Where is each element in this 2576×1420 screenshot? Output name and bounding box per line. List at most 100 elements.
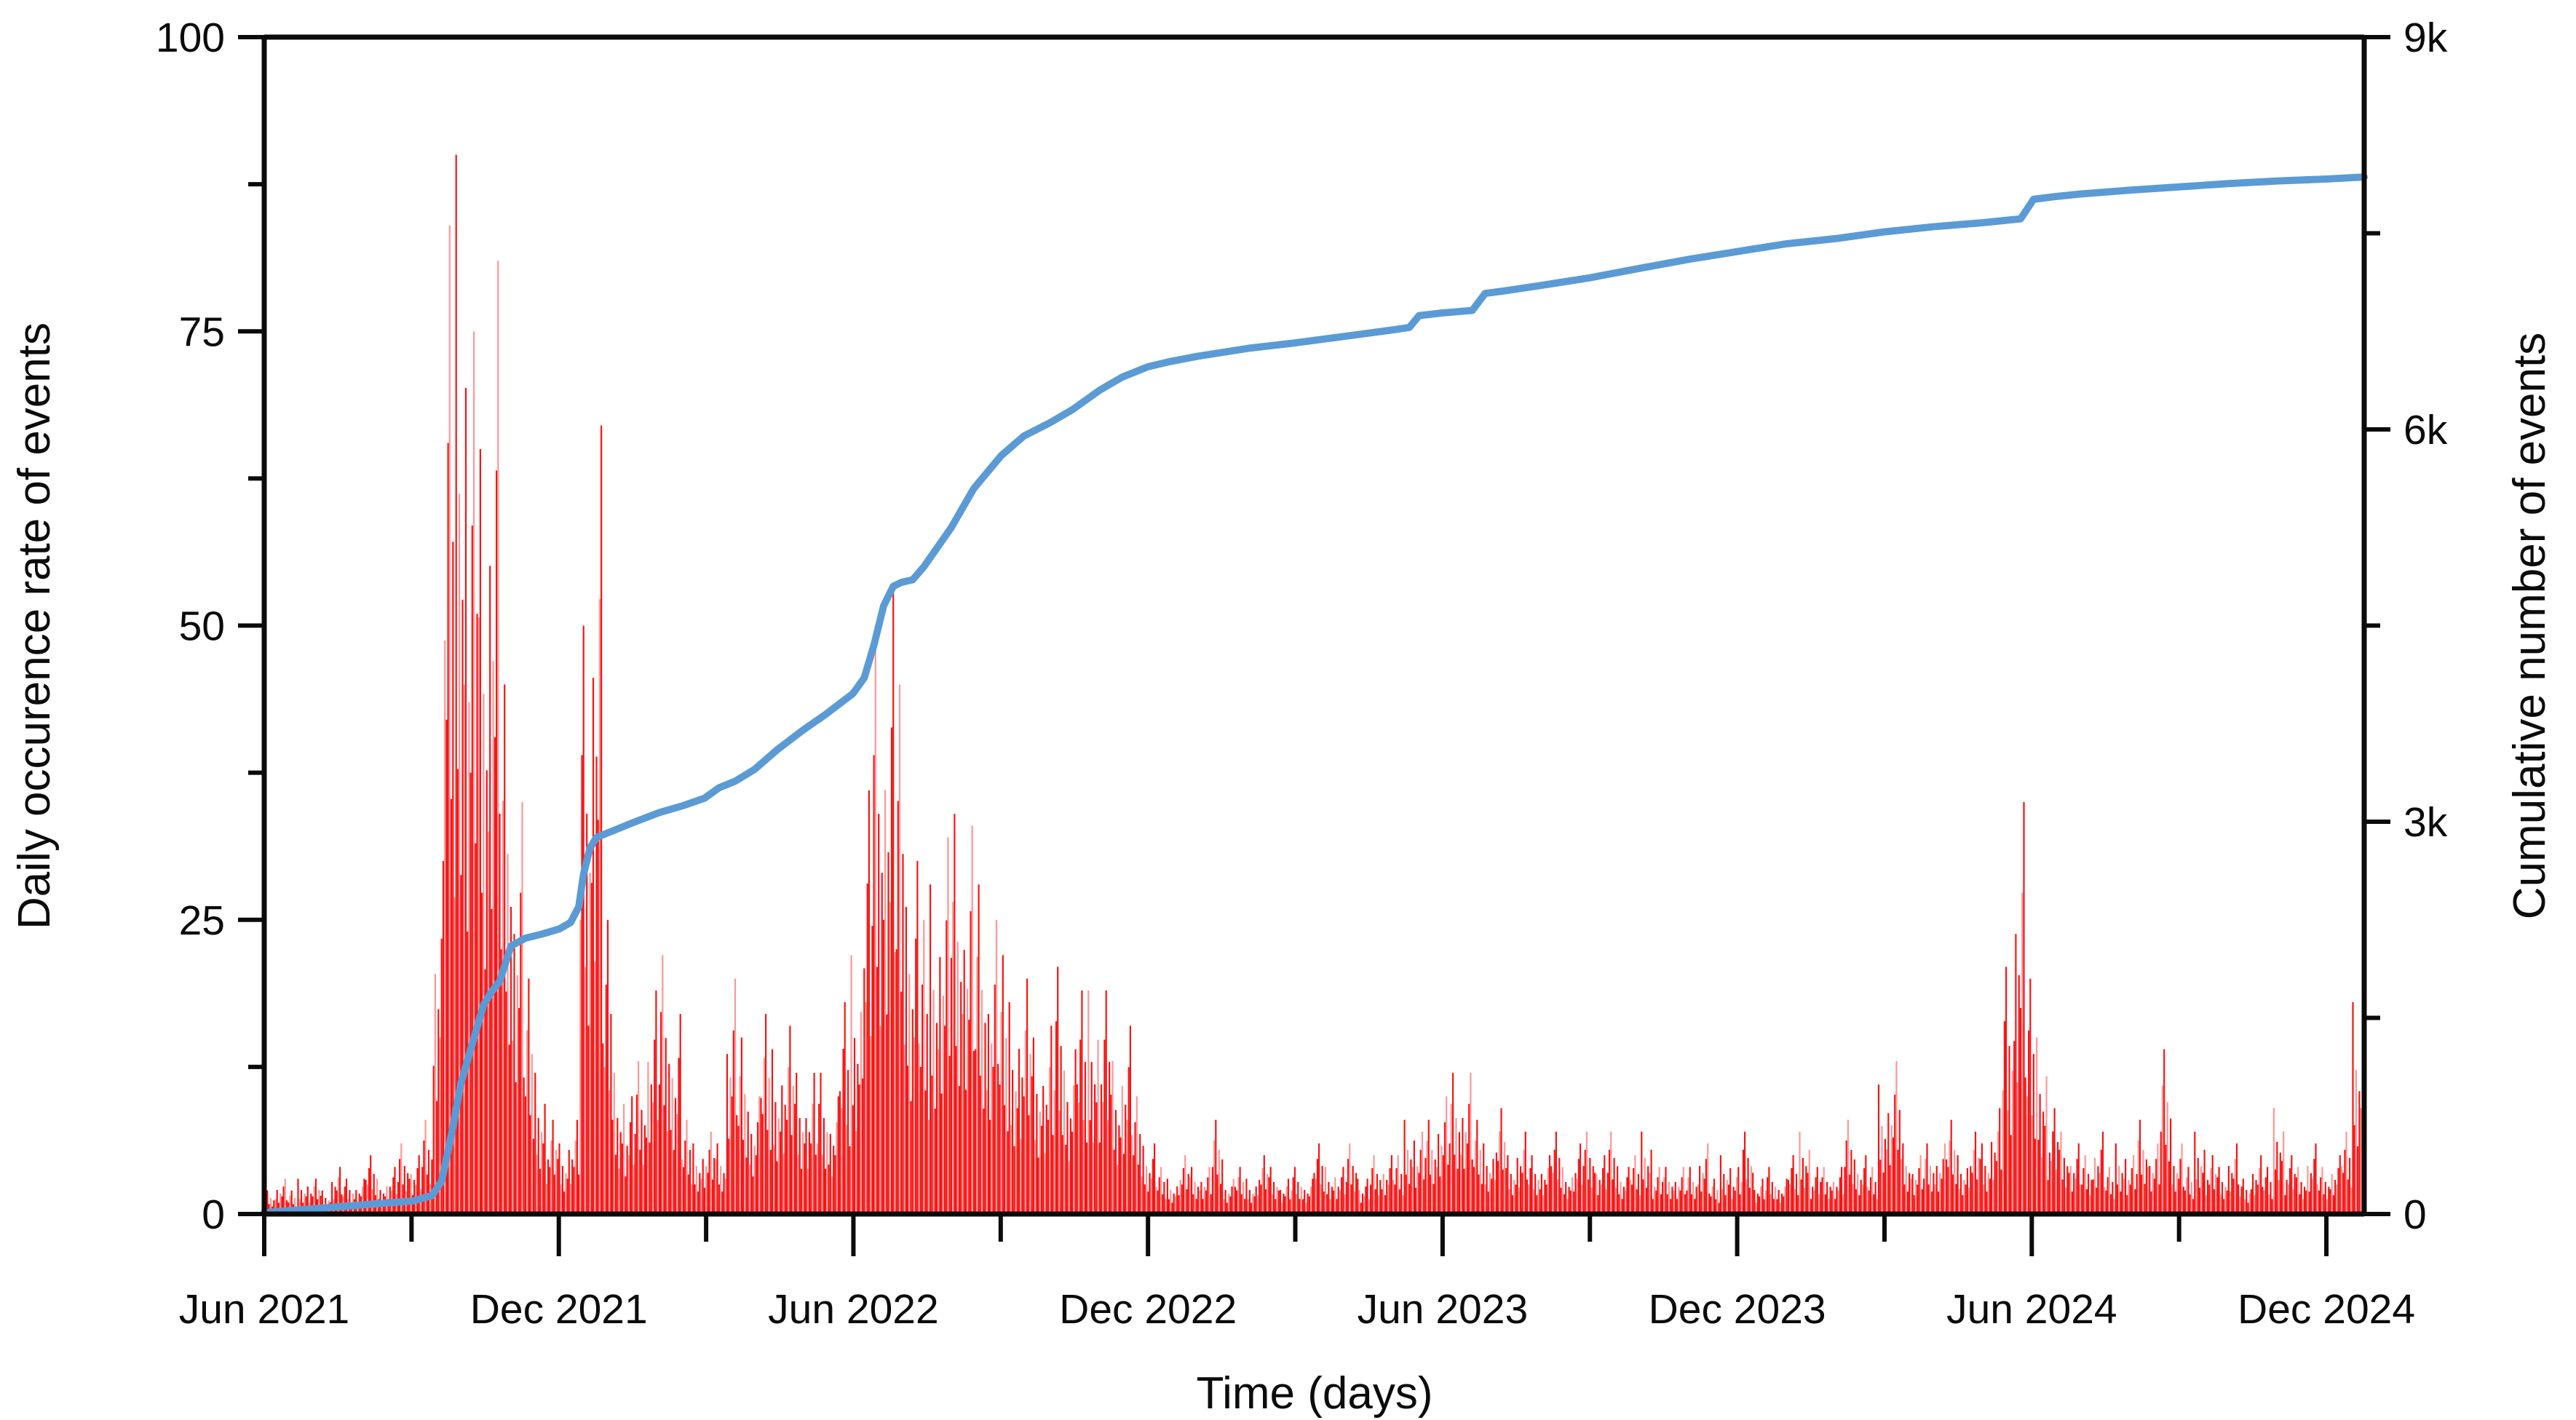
daily-rate-bar [1973,1149,1975,1214]
daily-rate-bar [1400,1174,1403,1214]
daily-rate-bar [1020,1138,1022,1214]
daily-rate-bar [913,1037,916,1214]
daily-rate-bar [810,1143,812,1214]
daily-rate-bar [2210,1167,2212,1214]
daily-rate-bar [1939,1173,1941,1214]
daily-rate-bar [1992,1180,1994,1214]
daily-rate-bar [782,1154,785,1214]
daily-rate-bar [681,1159,683,1214]
daily-rate-bar [603,1066,606,1214]
daily-rate-bar [499,813,501,1214]
daily-rate-bar [2050,1161,2053,1214]
daily-rate-bar [1674,1182,1676,1214]
daily-rate-bar [1289,1199,1291,1214]
daily-rate-bar [1002,955,1004,1214]
daily-rate-bar [416,1167,419,1214]
daily-rate-bar [1621,1199,1623,1214]
daily-rate-bar [1962,1195,1964,1214]
daily-rate-bar [1468,1103,1470,1214]
daily-rate-bar [368,1167,370,1214]
daily-rate-bar [1037,1157,1039,1214]
daily-rate-bar [1636,1189,1638,1214]
daily-rate-bar [2336,1184,2338,1214]
daily-rate-bar [686,1119,688,1214]
daily-rate-bar [1492,1159,1494,1214]
daily-rate-bar [855,1131,857,1214]
daily-rate-bar [1966,1167,1968,1214]
daily-rate-bar [1147,1191,1149,1214]
daily-rate-bar [1247,1199,1249,1214]
daily-rate-bar [1353,1191,1355,1214]
daily-rate-bar [1118,1125,1120,1214]
daily-rate-bar [711,1179,714,1214]
daily-rate-bar [584,967,586,1214]
daily-rate-bar [1291,1190,1293,1214]
daily-rate-bar [437,1009,440,1214]
daily-rate-bar [1263,1155,1265,1214]
daily-rate-bar [2323,1194,2325,1214]
daily-rate-bar [895,949,897,1214]
daily-rate-bar [2294,1174,2296,1214]
daily-rate-bar [1144,1184,1146,1214]
daily-rate-bar [647,1062,649,1214]
daily-rate-bar [1818,1194,1820,1214]
daily-rate-bar [808,1132,810,1214]
daily-rate-bar [2305,1190,2307,1214]
daily-rate-bar [958,1086,961,1214]
daily-rate-bar [631,1096,633,1214]
daily-rate-bar [1284,1196,1286,1214]
daily-rate-bar [1434,1159,1436,1214]
daily-rate-bar [280,1193,282,1214]
daily-rate-bar [408,1178,411,1214]
y-right-tick-label: 0 [2403,1191,2427,1238]
daily-rate-bar [2260,1155,2262,1214]
daily-rate-bar [1764,1190,1767,1214]
daily-rate-bar [1647,1166,1649,1214]
daily-rate-bar [800,1168,802,1214]
daily-rate-bar [2053,1108,2056,1214]
daily-rate-bar [2093,1158,2096,1214]
daily-rate-bar [1877,1084,1880,1214]
daily-rate-bar [853,1038,856,1214]
daily-rate-bar [1301,1199,1304,1214]
daily-rate-bar [1341,1177,1343,1214]
daily-rate-bar [2105,1190,2107,1214]
daily-rate-bar [1727,1184,1730,1214]
daily-rate-bar [453,897,456,1214]
daily-rate-bar [573,1167,575,1214]
daily-rate-bar [1941,1178,1943,1214]
daily-rate-bar [1119,1137,1122,1214]
daily-rate-bar [1111,1060,1114,1214]
daily-rate-bar [1031,1076,1033,1214]
daily-rate-bar [411,1195,413,1214]
daily-rate-bar [1502,1169,1504,1214]
daily-rate-bar [2200,1166,2203,1214]
daily-rate-bar [1620,1182,1622,1214]
daily-rate-bar [1370,1184,1372,1214]
daily-rate-bar [2056,1142,2059,1214]
daily-rate-bar [1245,1178,1248,1214]
daily-rate-bar [1149,1173,1151,1214]
y-right-tick-label: 6k [2403,407,2448,453]
daily-rate-bar [2224,1186,2227,1214]
daily-rate-bar [513,934,515,1214]
daily-rate-bar [2158,1184,2160,1214]
daily-rate-bar [508,1044,510,1214]
daily-rate-bar [529,1115,531,1214]
daily-rate-bar [2187,1167,2189,1214]
daily-rate-bar [521,802,523,1214]
daily-rate-bar [1791,1167,1793,1214]
daily-rate-bar [273,1200,275,1214]
daily-rate-bar [2153,1178,2155,1214]
daily-rate-bar [561,1166,563,1214]
daily-rate-bar [658,1084,660,1214]
daily-rate-bar [1649,1173,1651,1214]
daily-rate-bar [765,1014,767,1214]
daily-rate-bar [1824,1194,1826,1214]
daily-rate-bar [479,449,481,1214]
y-left-tick-label: 100 [156,15,225,61]
daily-rate-bar [459,493,461,1214]
daily-rate-bar [2100,1149,2102,1214]
daily-rate-bar [768,1078,770,1214]
